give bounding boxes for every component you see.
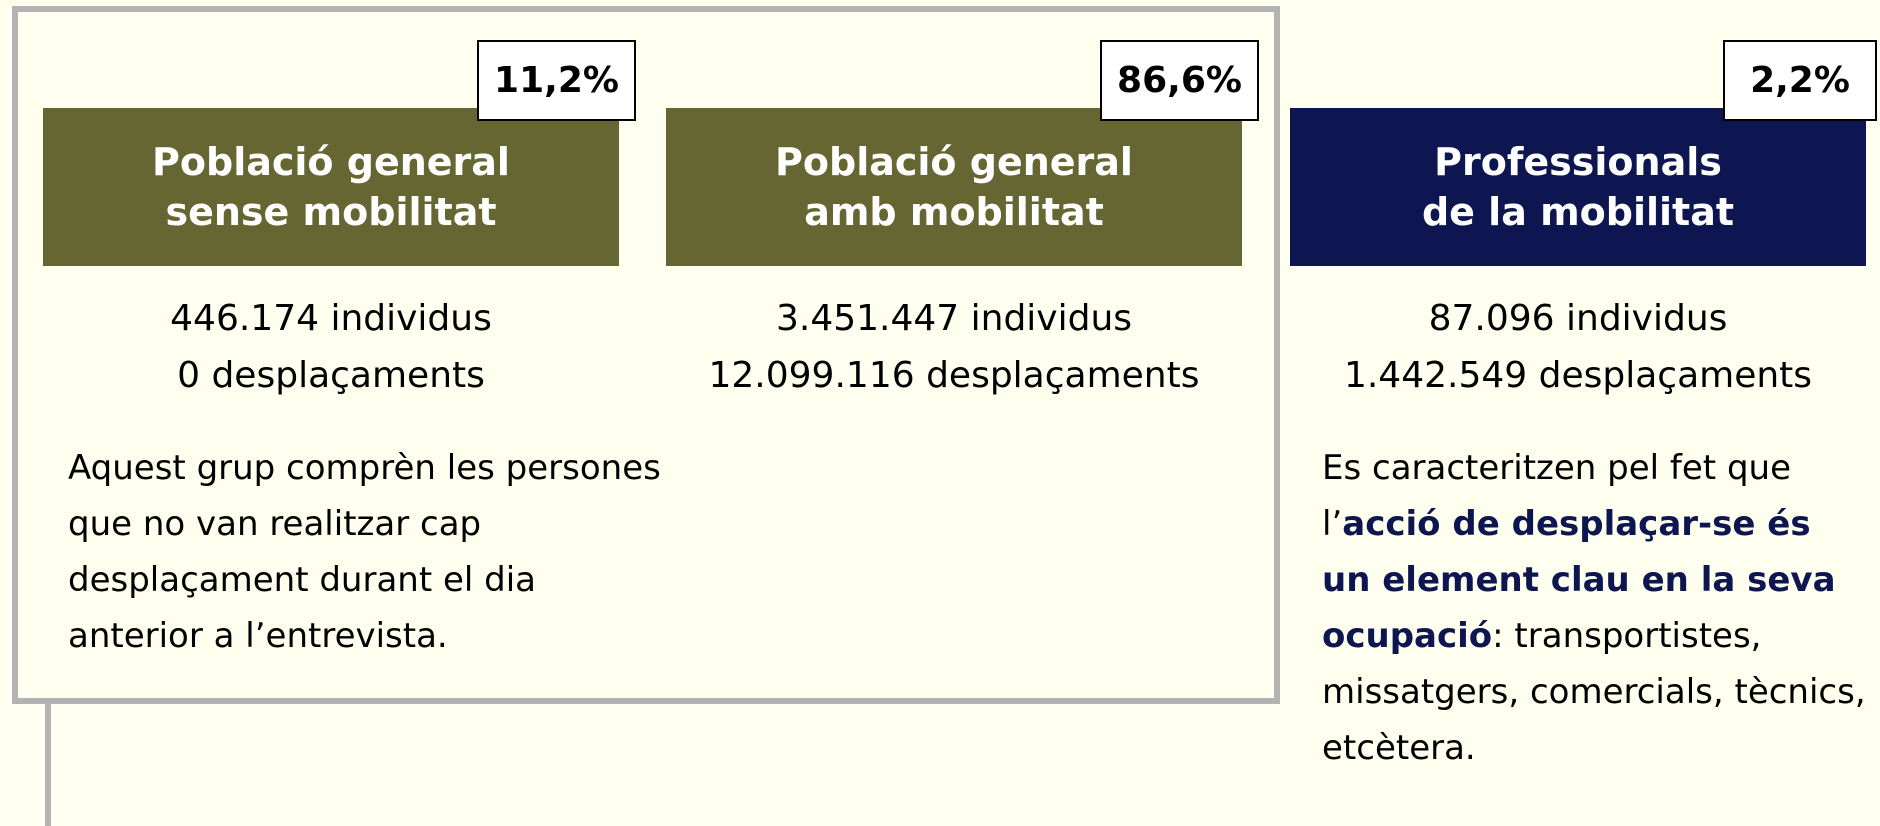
text: Es caracteritzen pel fet que l’	[1322, 448, 1791, 544]
group-frame	[12, 6, 1280, 704]
stat-line: 12.099.116 desplaçaments	[708, 355, 1200, 396]
percent-badge: 11,2%	[477, 40, 636, 121]
column-header: Població general amb mobilitat	[666, 108, 1242, 266]
stats: 87.096 individus 1.442.549 desplaçaments	[1290, 290, 1866, 404]
header-line: amb mobilitat	[804, 190, 1104, 234]
header-line: de la mobilitat	[1421, 190, 1735, 234]
emphasis-text: acció de desplaçar-se és un element clau…	[1322, 504, 1836, 656]
column-header: Professionals de la mobilitat	[1290, 108, 1866, 266]
stat-line: 87.096 individus	[1428, 298, 1728, 339]
text: Aquest grup comprèn les persones que no …	[68, 448, 661, 656]
percent-badge: 2,2%	[1723, 40, 1877, 121]
header-line: Població general	[775, 140, 1133, 184]
description: Es caracteritzen pel fet que l’acció de …	[1322, 440, 1867, 776]
stat-line: 1.442.549 desplaçaments	[1343, 355, 1813, 396]
stats: 446.174 individus 0 desplaçaments	[43, 290, 619, 404]
percent-badge: 86,6%	[1100, 40, 1259, 121]
stat-line: 446.174 individus	[170, 298, 492, 339]
stat-line: 0 desplaçaments	[177, 355, 485, 396]
stat-line: 3.451.447 individus	[775, 298, 1133, 339]
header-line: Professionals	[1434, 140, 1722, 184]
column-header: Població general sense mobilitat	[43, 108, 619, 266]
header-line: Població general	[152, 140, 510, 184]
description: Aquest grup comprèn les persones que no …	[68, 440, 668, 664]
text: : transportistes, missatgers, comercials…	[1322, 616, 1866, 768]
stats: 3.451.447 individus 12.099.116 desplaçame…	[666, 290, 1242, 404]
header-line: sense mobilitat	[165, 190, 497, 234]
connector-line	[45, 698, 51, 826]
